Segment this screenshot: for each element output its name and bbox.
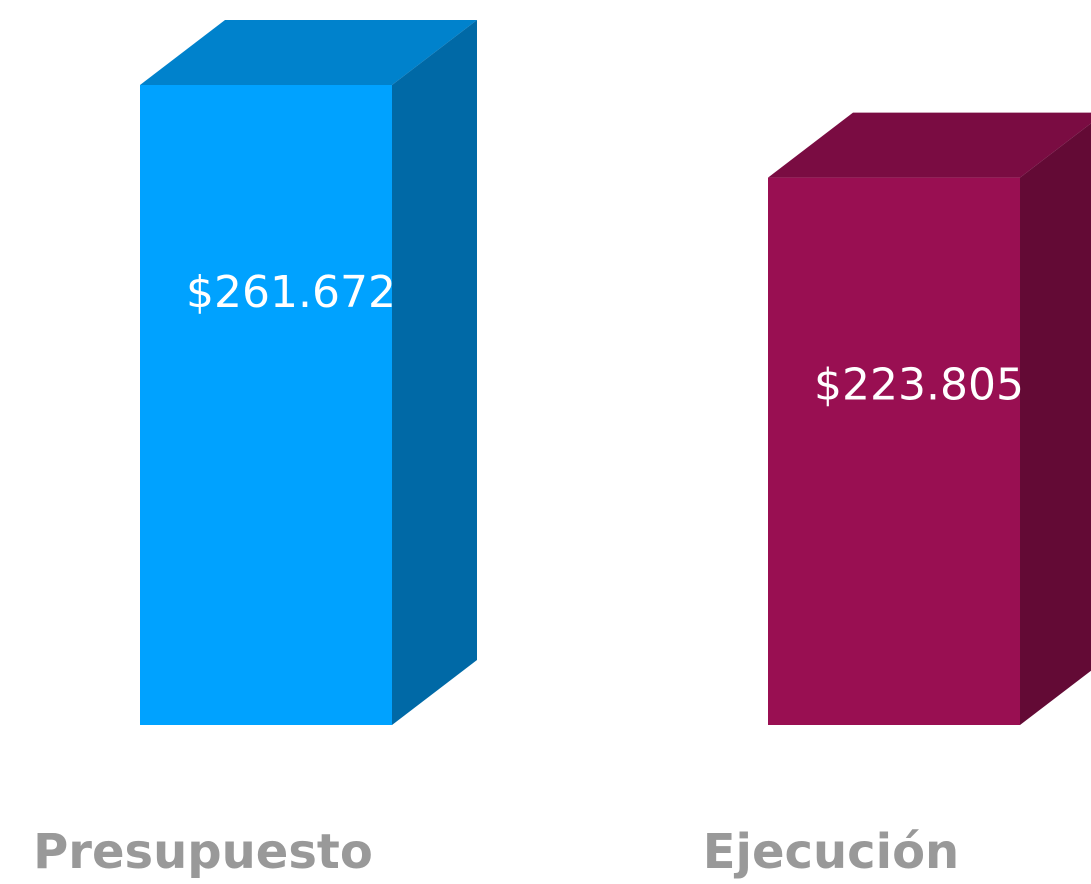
bar-3d xyxy=(140,20,477,725)
bar-front xyxy=(768,177,1020,726)
bar-top xyxy=(140,20,477,85)
value-label: $261.672 xyxy=(186,267,396,318)
bar-side xyxy=(1020,123,1091,725)
value-label: $223.805 xyxy=(814,360,1024,411)
category-label: Presupuesto xyxy=(33,824,373,880)
bar-top xyxy=(768,112,1091,178)
bar-3d xyxy=(768,112,1091,726)
bar-front xyxy=(140,85,392,725)
bar-side xyxy=(392,20,477,725)
category-label: Ejecución xyxy=(703,824,959,880)
